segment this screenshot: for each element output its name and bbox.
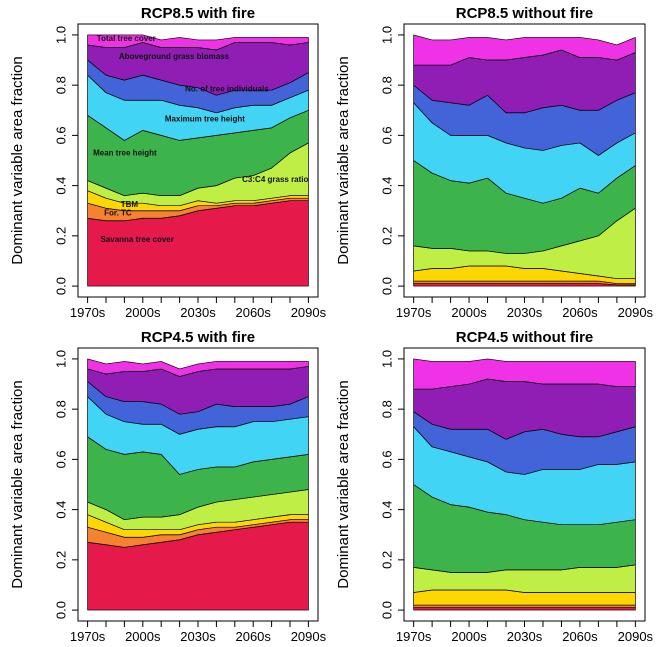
y-tick-label: 0.0	[53, 601, 68, 619]
y-tick-label: 0.2	[379, 551, 394, 569]
y-tick-label: 0.0	[379, 601, 394, 619]
x-tick-label: 2090s	[291, 305, 327, 320]
x-tick-label: 2060s	[235, 305, 271, 320]
y-tick-label: 1.0	[379, 26, 394, 44]
area-for-tc	[413, 604, 636, 608]
chart-panel-1: RCP8.5 with fire Dominant variable area f…	[9, 5, 327, 320]
chart-title: RCP4.5 with fire	[141, 329, 255, 346]
x-tick-label: 1970s	[396, 305, 432, 320]
x-tick-label: 2090s	[291, 629, 327, 644]
x-tick-label: 2030s	[507, 305, 543, 320]
x-tick-label: 2030s	[180, 305, 216, 320]
chart-panel-2: RCP8.5 without fire Dominant variable are…	[335, 5, 654, 320]
area-total-tree-cover	[87, 358, 309, 377]
annotation-total-tree-cover: Total tree cover	[97, 34, 156, 43]
annotation-for-tc: For. TC	[104, 208, 132, 217]
y-tick-label: 0.2	[379, 227, 394, 245]
x-tick-label: 2060s	[562, 305, 598, 320]
y-tick-label: 0.6	[53, 126, 68, 144]
x-tick-label: 1970s	[396, 629, 432, 644]
x-tick-label: 2090s	[618, 305, 654, 320]
y-tick-label: 0.2	[53, 551, 68, 569]
y-tick-label: 0.4	[379, 501, 394, 519]
chart-title: RCP8.5 with fire	[141, 5, 255, 22]
chart-title: RCP4.5 without fire	[456, 329, 594, 346]
y-axis-label: Dominant variable area fraction	[335, 380, 352, 588]
annotation-no-of-tree-individuals: No. of tree individuals	[185, 84, 269, 93]
y-tick-label: 0.8	[53, 400, 68, 418]
y-tick-label: 0.6	[53, 450, 68, 468]
annotation-mean-tree-height: Mean tree height	[93, 148, 157, 157]
y-tick-label: 0.6	[379, 450, 394, 468]
chart-panel-3: RCP4.5 with fire Dominant variable area f…	[9, 329, 327, 644]
y-tick-label: 0.4	[53, 501, 68, 519]
y-tick-label: 1.0	[53, 350, 68, 368]
annotation-maximum-tree-height: Maximum tree height	[165, 115, 245, 124]
annotation-c3-c4-grass-ratio: C3:C4 grass ratio	[242, 175, 308, 184]
area-total-tree-cover	[413, 358, 636, 390]
x-tick-label: 2060s	[562, 629, 598, 644]
y-axis-label: Dominant variable area fraction	[9, 56, 26, 264]
y-tick-label: 0.4	[53, 177, 68, 195]
annotation-tbm: TBM	[121, 200, 139, 209]
chart-title: RCP8.5 without fire	[456, 5, 594, 22]
y-tick-label: 0.0	[53, 277, 68, 295]
x-tick-label: 2000s	[451, 305, 487, 320]
y-tick-label: 0.8	[53, 76, 68, 94]
y-tick-label: 1.0	[53, 26, 68, 44]
x-tick-label: 2000s	[125, 305, 161, 320]
y-tick-label: 0.6	[379, 126, 394, 144]
y-axis-label: Dominant variable area fraction	[9, 380, 26, 588]
area-total-tree-cover	[413, 34, 636, 66]
x-tick-label: 2060s	[235, 629, 271, 644]
x-tick-label: 2000s	[125, 629, 161, 644]
chart-panel-4: RCP4.5 without fire Dominant variable are…	[335, 329, 654, 644]
area-total-tree-cover	[87, 34, 309, 51]
y-tick-label: 0.0	[379, 277, 394, 295]
y-tick-label: 0.8	[379, 76, 394, 94]
area-savanna-tree-cover	[413, 607, 636, 611]
x-tick-label: 2000s	[451, 629, 487, 644]
y-axis-label: Dominant variable area fraction	[335, 56, 352, 264]
y-tick-label: 1.0	[379, 350, 394, 368]
x-tick-label: 2030s	[507, 629, 543, 644]
annotation-aboveground-grass-biomass: Aboveground grass biomass	[119, 52, 230, 61]
annotation-savanna-tree-cover: Savanna tree cover	[100, 235, 173, 244]
y-tick-label: 0.2	[53, 227, 68, 245]
y-tick-label: 0.8	[379, 400, 394, 418]
x-tick-label: 1970s	[70, 629, 106, 644]
x-tick-label: 1970s	[70, 305, 106, 320]
y-tick-label: 0.4	[379, 177, 394, 195]
x-tick-label: 2030s	[180, 629, 216, 644]
x-tick-label: 2090s	[618, 629, 654, 644]
